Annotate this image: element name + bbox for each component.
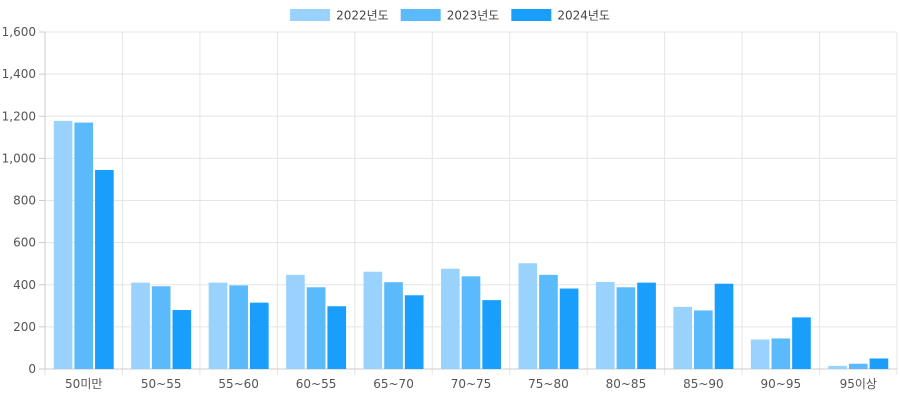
bar[interactable] [229,285,248,369]
bar[interactable] [694,310,713,369]
bar[interactable] [792,317,811,369]
bar[interactable] [461,276,481,369]
bar[interactable] [518,263,538,369]
legend-label[interactable]: 2023년도 [447,9,500,23]
legend-label[interactable]: 2022년도 [336,9,389,23]
bar[interactable] [208,282,228,369]
y-tick-label: 0 [28,362,36,376]
bar[interactable] [53,120,73,369]
y-tick-label: 1,600 [2,25,36,39]
bar[interactable] [327,306,347,369]
bar[interactable] [539,274,558,369]
y-tick-label: 600 [13,236,36,250]
bar[interactable] [74,122,94,369]
x-tick-label: 85~90 [683,377,724,391]
legend: 2022년도 2023년도 2024년도 [290,9,610,23]
bar[interactable] [616,287,636,369]
y-tick-label: 1,200 [2,109,36,123]
x-tick-label: 65~70 [373,377,414,391]
bar[interactable] [95,169,114,369]
bar[interactable] [306,287,326,369]
bar[interactable] [131,282,150,369]
x-tick-label: 50~55 [141,377,182,391]
x-tick-label: 80~85 [606,377,647,391]
x-tick-label: 90~95 [761,377,802,391]
bar[interactable] [441,268,460,369]
y-tick-label: 400 [13,278,36,292]
bar[interactable] [384,282,403,369]
bar[interactable] [848,363,868,369]
y-tick-label: 1,000 [2,151,36,165]
grid-lines [44,31,898,375]
y-tick-label: 800 [13,194,36,208]
bar[interactable] [404,295,424,369]
x-tick-label: 95이상 [840,377,877,391]
bar[interactable] [172,310,192,369]
x-tick-label: 75~80 [528,377,569,391]
bar[interactable] [595,282,615,369]
bars [53,120,889,369]
legend-label[interactable]: 2024년도 [557,9,610,23]
bar[interactable] [482,300,501,369]
x-tick-label: 50미만 [65,377,102,391]
bar[interactable] [750,339,770,369]
bar[interactable] [559,288,579,369]
y-axis: 0 200 400 600 800 1,000 1,200 1,400 1,600 [2,25,46,376]
bar[interactable] [249,302,269,369]
legend-swatch[interactable] [511,9,552,21]
bar[interactable] [151,286,171,369]
y-tick-label: 200 [13,320,36,334]
bar[interactable] [673,306,693,369]
bar[interactable] [637,282,656,369]
legend-swatch[interactable] [400,9,441,21]
y-tick-label: 1,400 [2,67,36,81]
x-axis: 50미만 50~55 55~60 60~55 65~70 70~75 75~80 80~85 8… [45,368,897,391]
bar[interactable] [828,365,847,369]
bar[interactable] [771,338,791,369]
x-tick-label: 70~75 [451,377,492,391]
bar[interactable] [714,283,734,369]
legend-swatch[interactable] [290,9,331,21]
bar[interactable] [363,271,383,369]
x-tick-label: 60~55 [296,377,337,391]
x-tick-label: 55~60 [218,377,259,391]
bar[interactable] [286,274,305,369]
bar[interactable] [869,358,889,369]
